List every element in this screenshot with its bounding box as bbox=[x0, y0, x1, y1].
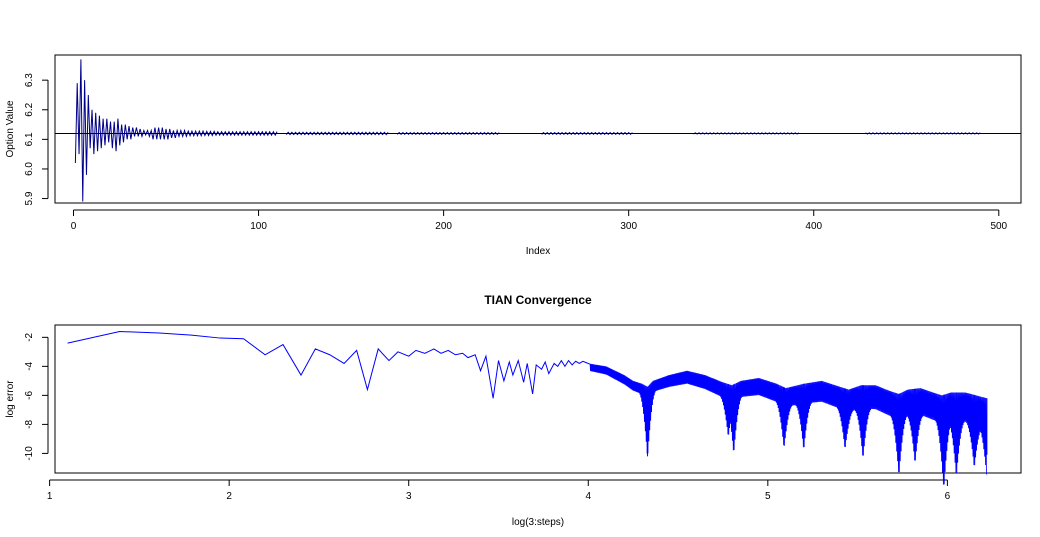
bottom-x-tick-label: 2 bbox=[226, 491, 232, 502]
top-y-tick-label: 6.2 bbox=[24, 102, 35, 116]
bottom-plot-frame bbox=[54, 324, 1022, 474]
bottom-plot-area bbox=[67, 331, 988, 485]
bottom-y-tick-label: -4 bbox=[24, 361, 35, 370]
top-x-axis: 0 100 200 300 400 500 bbox=[71, 209, 1008, 232]
top-y-tick-label: 6.3 bbox=[24, 73, 35, 87]
top-y-tick-label: 5.9 bbox=[24, 191, 35, 205]
top-y-tick-label: 6.1 bbox=[24, 132, 35, 146]
bottom-chart-title: TIAN Convergence bbox=[484, 293, 592, 307]
top-x-tick-label: 100 bbox=[250, 221, 267, 232]
bottom-y-tick-label: -2 bbox=[24, 332, 35, 341]
top-series-line bbox=[74, 59, 224, 202]
top-y-axis: 5.9 6.0 6.1 6.2 6.3 bbox=[24, 73, 49, 206]
top-x-tick-label: 300 bbox=[620, 221, 637, 232]
bottom-y-axis: -2 -4 -6 -8 -10 bbox=[24, 332, 49, 461]
top-x-tick-label: 0 bbox=[71, 221, 77, 232]
bottom-y-tick-label: -10 bbox=[24, 446, 35, 461]
bottom-chart-panel: TIAN Convergence 1 2 3 4 5 6 -2 -4 -6 -8 -10 log(… bbox=[5, 293, 1022, 528]
bottom-y-tick-label: -8 bbox=[24, 420, 35, 429]
top-tail-segment bbox=[221, 130, 278, 137]
top-y-tick-label: 6.0 bbox=[24, 162, 35, 176]
bottom-y-axis-title: log error bbox=[5, 380, 16, 418]
bottom-x-tick-label: 1 bbox=[47, 491, 53, 502]
bottom-series-line bbox=[67, 331, 591, 399]
top-x-tick-label: 200 bbox=[435, 221, 452, 232]
top-plot-frame bbox=[54, 54, 1022, 204]
bottom-x-tick-label: 3 bbox=[406, 491, 412, 502]
bottom-x-tick-label: 4 bbox=[585, 491, 591, 502]
bottom-y-tick-label: -6 bbox=[24, 390, 35, 399]
bottom-x-tick-label: 6 bbox=[945, 491, 951, 502]
top-plot-area bbox=[55, 59, 1021, 202]
top-chart-panel: 0 100 200 300 400 500 5.9 6.0 6.1 6.2 6.3 Index O… bbox=[5, 54, 1022, 257]
top-x-tick-label: 400 bbox=[805, 221, 822, 232]
top-x-axis-title: Index bbox=[526, 246, 550, 257]
bottom-dense-series bbox=[589, 363, 987, 485]
bottom-x-axis-title: log(3:steps) bbox=[512, 517, 564, 528]
top-y-axis-title: Option Value bbox=[5, 100, 16, 158]
bottom-x-tick-label: 5 bbox=[765, 491, 771, 502]
top-x-tick-label: 500 bbox=[990, 221, 1007, 232]
bottom-x-axis: 1 2 3 4 5 6 bbox=[47, 479, 951, 502]
